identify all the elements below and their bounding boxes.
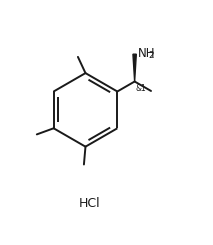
Text: &1: &1 bbox=[136, 84, 147, 93]
Text: HCl: HCl bbox=[79, 197, 101, 210]
Text: 2: 2 bbox=[148, 51, 154, 60]
Text: NH: NH bbox=[138, 47, 155, 60]
Polygon shape bbox=[133, 54, 136, 82]
